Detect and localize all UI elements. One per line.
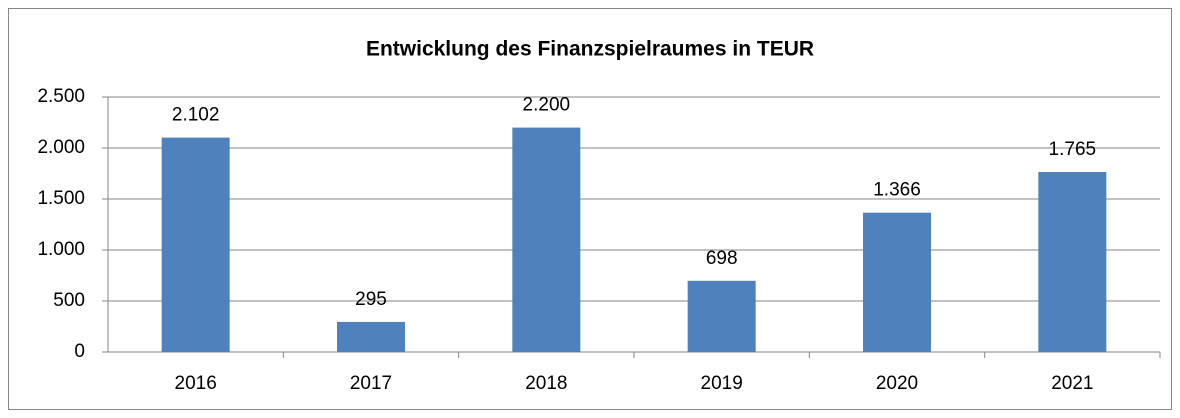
value-label: 295	[355, 289, 387, 310]
value-label: 2.102	[172, 105, 220, 126]
value-label: 698	[706, 248, 738, 269]
y-tick-label: 2.000	[37, 137, 85, 158]
x-tick-label: 2019	[701, 373, 743, 394]
y-tick-label: 1.500	[37, 188, 85, 209]
y-tick-label: 1.000	[37, 239, 85, 260]
x-tick-label: 2017	[350, 373, 392, 394]
value-label: 2.200	[523, 95, 571, 116]
x-tick-label: 2021	[1051, 373, 1093, 394]
y-tick-label: 2.500	[37, 86, 85, 107]
value-label: 1.765	[1049, 139, 1097, 160]
x-tick-label: 2018	[525, 373, 567, 394]
bar	[1038, 171, 1107, 352]
bar	[337, 321, 405, 352]
x-tick-label: 2016	[175, 373, 217, 394]
y-tick-label: 500	[53, 290, 85, 311]
bar	[687, 280, 756, 352]
bar	[161, 137, 230, 352]
chart-title: Entwicklung des Finanzspielraumes in TEU…	[366, 38, 814, 61]
y-tick-label: 0	[74, 341, 85, 362]
value-label: 1.366	[873, 180, 921, 201]
x-tick-label: 2020	[876, 373, 918, 394]
bar	[863, 212, 931, 352]
bar	[512, 127, 581, 352]
